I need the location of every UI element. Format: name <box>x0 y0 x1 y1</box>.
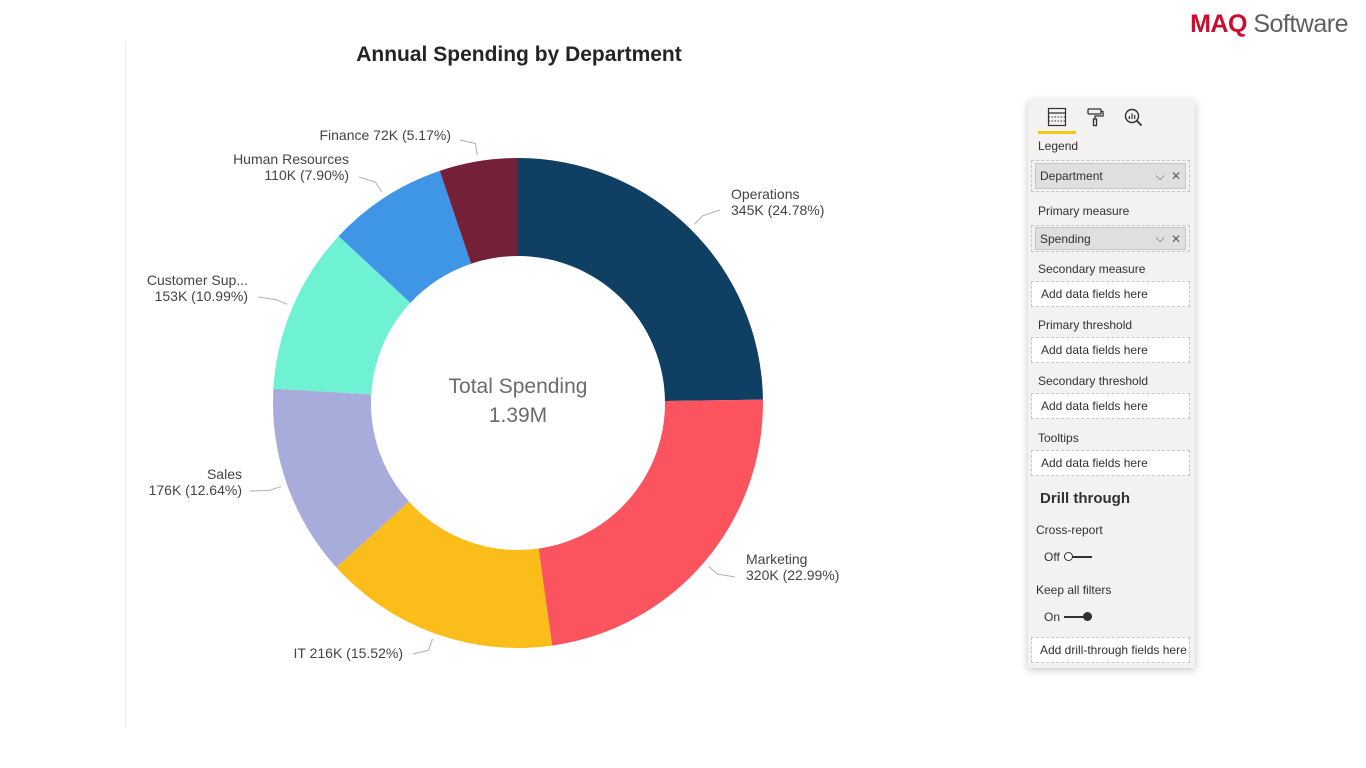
slice-label-line: Human Resources <box>233 151 349 167</box>
primary-threshold-drop-zone[interactable]: Add data fields here <box>1031 337 1190 363</box>
slice-label-6: Human Resources 110K (7.90%) <box>233 151 349 183</box>
maq-software-logo: MAQ Software <box>1190 10 1348 39</box>
logo-rest: Software <box>1246 10 1348 38</box>
primary-threshold-label: Primary threshold <box>1038 318 1133 332</box>
leader-line-2 <box>708 565 736 578</box>
primary-measure-field-chip[interactable]: Spending ⌵ ✕ <box>1035 227 1186 250</box>
keep-all-filters-label: Keep all filters <box>1036 583 1112 597</box>
secondary-measure-label: Secondary measure <box>1038 262 1146 276</box>
slice-label-line: 153K (10.99%) <box>155 288 248 304</box>
leader-line-3 <box>412 638 433 655</box>
slice-label-line: 176K (12.64%) <box>149 482 242 498</box>
keep-all-filters-toggle[interactable]: On <box>1044 610 1093 624</box>
remove-field-icon[interactable]: ✕ <box>1170 169 1182 183</box>
toggle-track <box>1063 551 1092 563</box>
donut-slice-1[interactable] <box>518 158 763 402</box>
tab-fields[interactable] <box>1038 104 1076 134</box>
slice-label-1: Operations 345K (24.78%) <box>731 186 824 218</box>
slice-label-line: 320K (22.99%) <box>746 567 839 583</box>
slice-label-line: Sales <box>207 466 242 482</box>
center-label: Total Spending <box>449 375 588 398</box>
slice-label-5: Customer Sup... 153K (10.99%) <box>147 272 248 304</box>
primary-measure-field-name: Spending <box>1040 231 1091 246</box>
slice-label-2: Marketing 320K (22.99%) <box>746 551 839 583</box>
remove-field-icon[interactable]: ✕ <box>1170 231 1182 246</box>
leader-line-4 <box>249 485 282 492</box>
cross-report-toggle[interactable]: Off <box>1044 550 1092 564</box>
slice-label-line: Customer Sup... <box>147 272 248 288</box>
fields-icon <box>1047 107 1067 127</box>
leader-line-1 <box>693 209 721 225</box>
toggle-knob <box>1063 552 1073 561</box>
logo-brand: MAQ <box>1190 10 1247 38</box>
cross-report-label: Cross-report <box>1036 523 1103 537</box>
slice-label-line: IT 216K (15.52%) <box>294 645 403 661</box>
donut-slice-3[interactable] <box>336 501 553 648</box>
legend-field-name: Department <box>1040 169 1103 183</box>
slice-label-7: Finance 72K (5.17%) <box>319 127 451 143</box>
format-paint-roller-icon <box>1087 108 1104 127</box>
pane-tabs <box>1038 104 1152 134</box>
slice-label-line: Finance 72K (5.17%) <box>319 127 451 143</box>
slice-label-line: Marketing <box>746 551 807 567</box>
tab-analytics[interactable] <box>1114 104 1152 130</box>
leader-line-5 <box>257 296 288 305</box>
donut-slice-4[interactable] <box>273 388 410 568</box>
toggle-knob <box>1083 612 1093 621</box>
analytics-magnifier-icon <box>1124 108 1143 127</box>
chevron-down-icon[interactable]: ⌵ <box>1155 231 1165 245</box>
keep-all-filters-state: On <box>1044 610 1061 624</box>
legend-well[interactable]: Department ⌵ ✕ <box>1031 160 1190 192</box>
drill-through-drop-zone[interactable]: Add drill-through fields here <box>1031 637 1190 663</box>
slice-label-4: Sales 176K (12.64%) <box>149 466 242 498</box>
chart-title: Annual Spending by Department <box>356 43 682 66</box>
primary-measure-label: Primary measure <box>1038 204 1130 218</box>
slice-label-line: Operations <box>731 186 799 202</box>
fields-pane: Legend Department ⌵ ✕ Primary measure Sp… <box>1028 100 1195 668</box>
donut-slice-2[interactable] <box>538 399 763 646</box>
leader-lines <box>249 139 736 655</box>
legend-field-chip[interactable]: Department ⌵ ✕ <box>1035 163 1186 189</box>
secondary-measure-drop-zone[interactable]: Add data fields here <box>1031 281 1190 307</box>
primary-measure-well[interactable]: Spending ⌵ ✕ <box>1031 225 1190 252</box>
leader-line-7 <box>459 139 478 156</box>
canvas-divider <box>125 42 126 728</box>
tooltips-drop-zone[interactable]: Add data fields here <box>1031 450 1190 476</box>
slice-label-line: 345K (24.78%) <box>731 202 824 218</box>
slice-label-line: 110K (7.90%) <box>264 167 349 183</box>
tooltips-label: Tooltips <box>1038 431 1079 445</box>
cross-report-state: Off <box>1044 550 1060 564</box>
donut-slice-7[interactable] <box>439 158 518 264</box>
leader-line-6 <box>358 176 383 193</box>
donut-slices <box>273 158 763 648</box>
drill-through-title: Drill through <box>1040 490 1130 507</box>
legend-label: Legend <box>1038 139 1079 153</box>
secondary-threshold-drop-zone[interactable]: Add data fields here <box>1031 393 1190 419</box>
donut-slice-5[interactable] <box>273 236 411 395</box>
toggle-track <box>1064 611 1093 623</box>
secondary-threshold-label: Secondary threshold <box>1038 374 1149 388</box>
center-value: 1.39M <box>489 404 547 427</box>
chevron-down-icon[interactable]: ⌵ <box>1155 168 1165 183</box>
slice-label-3: IT 216K (15.52%) <box>294 645 403 661</box>
tab-format[interactable] <box>1076 104 1114 130</box>
slice-labels: Operations 345K (24.78%) Marketing 320K (22… <box>147 127 840 661</box>
donut-slice-6[interactable] <box>338 170 472 303</box>
donut-chart: Operations 345K (24.78%) Marketing 320K (22… <box>147 127 840 661</box>
